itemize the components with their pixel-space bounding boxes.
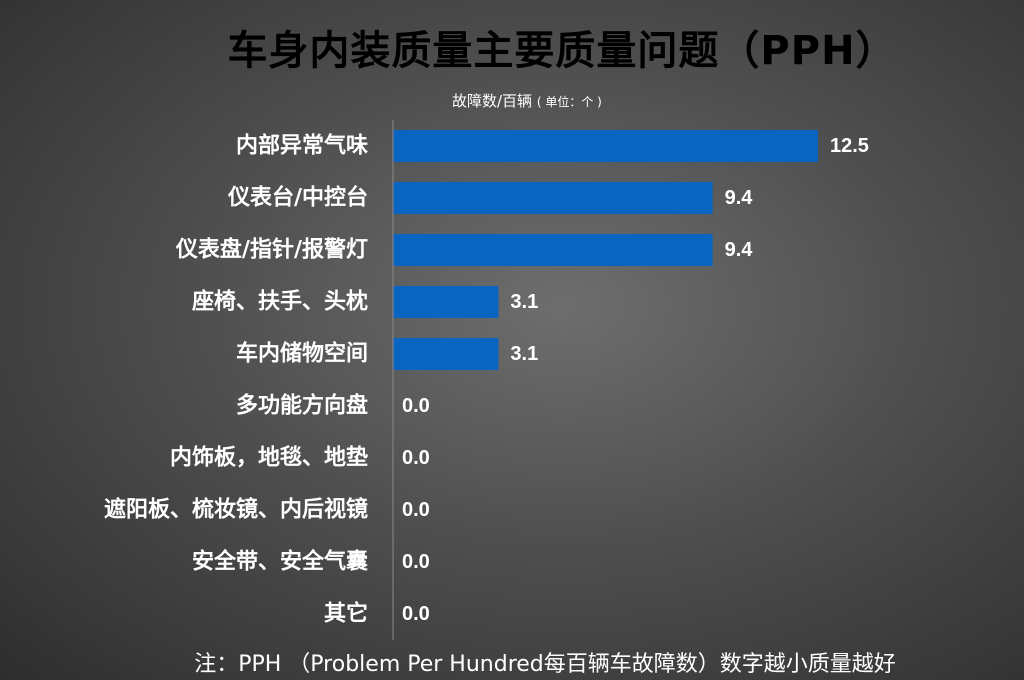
value-label: 9.4 — [725, 239, 754, 261]
unit-label-main: 故障数/百辆 — [452, 92, 533, 110]
category-label: 内部异常气味 — [236, 133, 368, 159]
unit-label-note: ( 单位：个 ) — [536, 95, 602, 109]
category-label: 多功能方向盘 — [236, 393, 368, 419]
value-label: 3.1 — [510, 291, 538, 313]
footnote: 注：PPH （Problem Per Hundred每百辆车故障数）数字越小质量… — [194, 652, 896, 677]
value-label: 0.0 — [402, 395, 430, 417]
category-label: 座椅、扶手、头枕 — [192, 289, 368, 315]
category-label: 仪表台/中控台 — [227, 185, 368, 211]
value-label: 0.0 — [402, 447, 430, 469]
unit-label: 故障数/百辆 ( 单位：个 ) — [392, 90, 872, 111]
value-label: 9.4 — [725, 187, 754, 209]
category-label: 其它 — [324, 601, 368, 627]
value-label: 0.0 — [402, 603, 430, 625]
bar — [393, 182, 713, 214]
value-label: 0.0 — [402, 499, 430, 521]
category-label: 车内储物空间 — [236, 341, 368, 367]
category-label: 遮阳板、梳妆镜、内后视镜 — [104, 497, 368, 523]
bar — [393, 338, 499, 370]
value-label: 3.1 — [510, 343, 538, 365]
category-label: 仪表盘/指针/报警灯 — [175, 237, 368, 263]
bar — [393, 286, 499, 318]
category-label: 安全带、安全气囊 — [192, 549, 368, 575]
value-label: 0.0 — [402, 551, 430, 573]
bar — [393, 234, 713, 266]
chart-title: 车身内装质量主要质量问题（PPH） — [227, 28, 897, 74]
value-label: 12.5 — [830, 135, 869, 157]
bar — [393, 130, 818, 162]
category-label: 内饰板，地毯、地垫 — [170, 445, 368, 471]
